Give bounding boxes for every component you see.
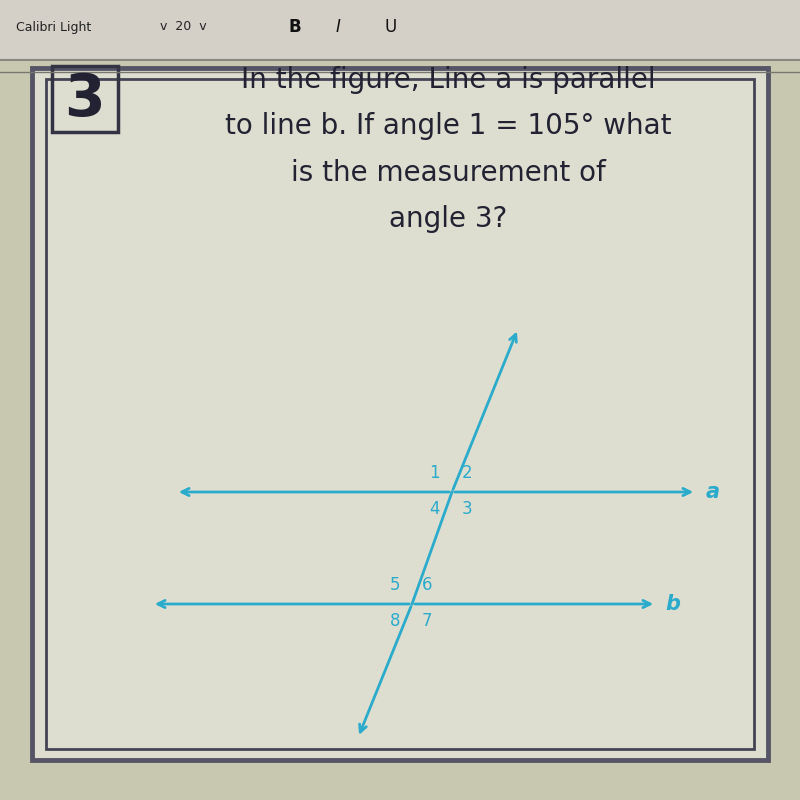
Text: In the figure, Line a is parallel: In the figure, Line a is parallel: [241, 66, 655, 94]
Text: v  20  v: v 20 v: [160, 21, 206, 34]
Text: 3: 3: [65, 70, 105, 128]
Text: 7: 7: [422, 612, 433, 630]
Text: Calibri Light: Calibri Light: [16, 21, 91, 34]
Text: 6: 6: [422, 576, 433, 594]
FancyBboxPatch shape: [32, 68, 768, 760]
Text: 2: 2: [462, 464, 473, 482]
Text: I: I: [336, 18, 341, 36]
Text: U: U: [384, 18, 396, 36]
Text: 8: 8: [390, 612, 400, 630]
Text: 4: 4: [430, 500, 440, 518]
Text: to line b. If angle 1 = 105° what: to line b. If angle 1 = 105° what: [225, 112, 671, 141]
Text: is the measurement of: is the measurement of: [290, 158, 606, 186]
Text: 5: 5: [390, 576, 400, 594]
Bar: [0, 0, 800, 60]
Text: b: b: [666, 594, 681, 614]
Text: a: a: [706, 482, 720, 502]
Text: angle 3?: angle 3?: [389, 206, 507, 234]
Text: 1: 1: [430, 464, 440, 482]
Text: 3: 3: [462, 500, 473, 518]
Text: B: B: [288, 18, 301, 36]
